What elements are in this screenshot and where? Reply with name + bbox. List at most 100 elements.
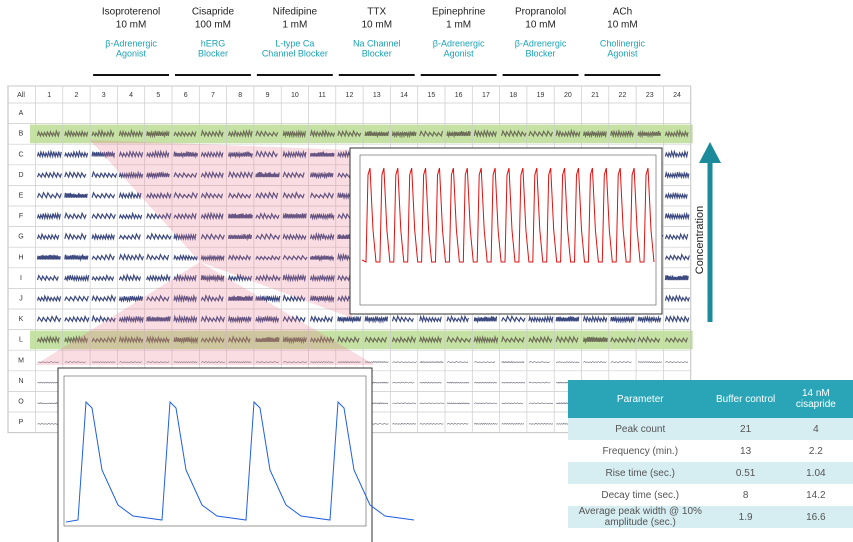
row-label: C	[18, 151, 23, 158]
table-row: Decay time (sec.) 8 14.2	[568, 484, 853, 506]
row-label: E	[19, 193, 24, 200]
column-label: 5	[156, 92, 160, 99]
table-cell: 16.6	[778, 506, 853, 528]
row-label: F	[19, 213, 23, 220]
table-row: Frequency (min.) 13 2.2	[568, 440, 853, 462]
inset-plot	[63, 375, 367, 527]
column-label: 19	[537, 92, 545, 99]
drug-class: Agonist	[607, 48, 638, 58]
zoom-shade	[35, 262, 375, 365]
column-label: 13	[373, 92, 381, 99]
drug-class: Blocker	[362, 48, 392, 58]
row-label: M	[18, 357, 24, 364]
table-cell: 4	[778, 418, 853, 440]
table-header: Buffer control	[712, 380, 779, 418]
column-label: 11	[319, 92, 326, 99]
drug-class: Agonist	[116, 48, 147, 58]
drug-name: TTX	[367, 7, 386, 18]
drug-class: β-Adrenergic	[433, 38, 485, 48]
zoom-shade	[90, 140, 352, 318]
arrow-label: Concentration	[694, 206, 706, 275]
column-label: 20	[564, 92, 572, 99]
row-label: H	[18, 254, 23, 261]
inset-plot	[359, 154, 657, 306]
column-label: 14	[400, 92, 408, 99]
row-label: N	[18, 378, 23, 385]
table-row: Rise time (sec.) 0.51 1.04	[568, 462, 853, 484]
column-label: 10	[291, 92, 299, 99]
drug-name: Nifedipine	[273, 7, 318, 18]
column-label: 8	[238, 92, 242, 99]
table-cell: 2.2	[808, 445, 823, 457]
column-label: 1	[47, 92, 51, 99]
inset-frame	[57, 367, 373, 542]
drug-class: L-type Ca	[275, 38, 314, 48]
plate-corner: All	[17, 92, 25, 99]
well-trace	[36, 314, 690, 324]
red-trace	[361, 167, 655, 263]
drug-conc: 10 mM	[361, 20, 392, 31]
table-cell: 1.9	[712, 506, 779, 528]
drug-conc: 10 mM	[607, 20, 638, 31]
table-cell: 13	[740, 445, 752, 457]
drug-conc: 100 mM	[195, 20, 231, 31]
table-cell: 1.04	[778, 462, 853, 484]
drug-conc: 1 mM	[282, 20, 307, 31]
drug-conc: 10 mM	[116, 20, 147, 31]
column-label: 16	[455, 92, 463, 99]
drug-conc: 1 mM	[446, 20, 471, 31]
row-label: B	[19, 131, 24, 138]
header-row: Parameter Buffer control 14 nM cisapride	[568, 380, 853, 418]
table-cell: Decay time (sec.)	[601, 489, 680, 501]
column-label: 12	[346, 92, 354, 99]
row-label: O	[18, 399, 24, 406]
table-header: 14 nM cisapride	[778, 380, 853, 418]
well-trace	[36, 334, 688, 345]
well-trace	[37, 361, 689, 363]
column-label: 15	[427, 92, 435, 99]
column-label: 18	[509, 92, 517, 99]
drug-name: Isoproterenol	[102, 7, 160, 18]
column-label: 7	[211, 92, 215, 99]
drug-class: β-Adrenergic	[105, 38, 157, 48]
row-label: P	[19, 419, 24, 426]
column-label: 4	[129, 92, 133, 99]
table-cell: Average peak width @ 10% amplitude (sec.…	[568, 506, 713, 528]
column-label: 24	[673, 92, 681, 99]
table-cell: 0.51	[712, 462, 779, 484]
well-trace	[36, 128, 689, 139]
column-label: 3	[102, 92, 106, 99]
row-label: A	[19, 110, 24, 117]
drug-name: Cisapride	[192, 7, 235, 18]
arrow-head	[699, 142, 721, 163]
row-label: D	[18, 172, 23, 179]
drug-class: Agonist	[444, 48, 475, 58]
drug-class: Channel Blocker	[262, 48, 328, 58]
drug-class: hERG	[201, 38, 226, 48]
drug-conc: 10 mM	[525, 20, 556, 31]
column-label: 21	[591, 92, 599, 99]
column-label: 17	[482, 92, 490, 99]
column-label: 9	[266, 92, 270, 99]
column-label: 6	[184, 92, 188, 99]
drug-class: Na Channel	[353, 38, 401, 48]
table-row: Average peak width @ 10% amplitude (sec.…	[568, 506, 853, 528]
table-cell: Rise time (sec.)	[568, 462, 713, 484]
row-label: J	[19, 296, 23, 303]
row-label: L	[19, 337, 23, 344]
results-table: Parameter Buffer control 14 nM cisapride Pe…	[568, 380, 853, 528]
row-label: K	[19, 316, 24, 323]
column-label: 2	[74, 92, 78, 99]
column-label: 22	[619, 92, 627, 99]
table-cell: 8	[742, 489, 749, 501]
drug-class: Blocker	[198, 48, 228, 58]
drug-name: ACh	[613, 7, 632, 18]
drug-class: Cholinergic	[600, 38, 646, 48]
table-cell: 14.2	[806, 489, 826, 501]
drug-name: Epinephrine	[432, 7, 486, 18]
blue-trace	[65, 400, 415, 523]
column-label: 23	[646, 92, 654, 99]
drug-class: β-Adrenergic	[515, 38, 567, 48]
